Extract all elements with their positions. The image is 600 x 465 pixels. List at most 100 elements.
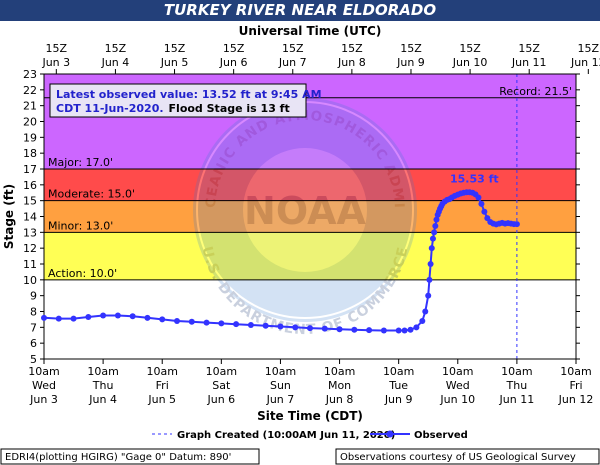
x-tick-label: Jun 3 <box>29 393 58 406</box>
observed-point <box>292 324 299 331</box>
y-tick-label: 18 <box>23 147 37 160</box>
y-tick-label: 8 <box>30 306 37 319</box>
observed-point <box>428 245 435 252</box>
top-tick-label: 15Z <box>223 42 245 55</box>
x-tick-label: Jun 11 <box>499 393 535 406</box>
y-tick-label: 20 <box>23 116 37 129</box>
top-tick-label: 15Z <box>341 42 363 55</box>
x-tick-label: Fri <box>569 379 582 392</box>
x-tick-label: Jun 9 <box>384 393 413 406</box>
observed-point <box>203 319 210 326</box>
observed-point <box>85 314 92 321</box>
latest-observation-text: Latest observed value: 13.52 ft at 9:45 … <box>56 88 322 101</box>
latest-observation-date: CDT 11-Jun-2020. Flood Stage is 13 ft <box>56 102 290 115</box>
x-tick-label: Jun 6 <box>206 393 235 406</box>
flood-label-minor: Minor: 13.0' <box>48 219 113 232</box>
x-tick-label: Sun <box>270 379 291 392</box>
y-tick-label: 17 <box>23 163 37 176</box>
x-tick-label: 10am <box>265 365 296 378</box>
y-tick-label: 15 <box>23 195 37 208</box>
y-tick-label: 19 <box>23 131 37 144</box>
observed-point <box>277 323 284 330</box>
y-tick-label: 21 <box>23 100 37 113</box>
x-axis-title: Site Time (CDT) <box>257 409 363 423</box>
observed-point <box>395 327 402 334</box>
x-tick-label: 10am <box>28 365 59 378</box>
top-tick-label: Jun 7 <box>278 56 307 69</box>
top-tick-label: Jun 12 <box>570 56 600 69</box>
latest-observation-box <box>49 83 307 118</box>
chart-title: TURKEY RIVER NEAR ELDORADO <box>0 0 600 21</box>
axes: 56789101112131415161718192021222310amWed… <box>23 42 600 406</box>
x-tick-label: Wed <box>446 379 470 392</box>
record-label: Record: 21.5' <box>499 85 572 98</box>
y-tick-label: 22 <box>23 84 37 97</box>
flood-label-moderate: Moderate: 15.0' <box>48 188 135 201</box>
observed-point <box>321 325 328 332</box>
observed-point <box>114 312 121 319</box>
y-tick-label: 16 <box>23 179 37 192</box>
x-tick-label: Jun 12 <box>558 393 594 406</box>
observed-legend-marker <box>386 430 394 438</box>
observed-point <box>129 313 136 320</box>
y-tick-label: 9 <box>30 290 37 303</box>
top-tick-label: Jun 8 <box>337 56 366 69</box>
x-tick-label: Jun 5 <box>147 393 176 406</box>
observed-point <box>481 208 488 215</box>
y-tick-label: 10 <box>23 274 37 287</box>
top-tick-label: 15Z <box>518 42 540 55</box>
observed-point <box>425 292 432 299</box>
top-tick-label: Jun 6 <box>219 56 248 69</box>
observed-point <box>513 221 520 228</box>
x-tick-label: Mon <box>328 379 351 392</box>
y-tick-label: 13 <box>23 226 37 239</box>
observed-series: 15.53 ft <box>41 172 520 334</box>
x-tick-label: Jun 7 <box>266 393 295 406</box>
x-tick-label: Wed <box>32 379 56 392</box>
observed-point <box>433 216 440 223</box>
observed-point <box>429 235 436 242</box>
x-tick-label: 10am <box>324 365 355 378</box>
x-tick-label: 10am <box>442 365 473 378</box>
observed-point <box>380 327 387 334</box>
observed-point <box>351 326 358 333</box>
observed-point <box>422 308 429 315</box>
x-tick-label: Jun 10 <box>439 393 475 406</box>
datum-text: EDRI4(plotting HGIRG) "Gage 0" Datum: 89… <box>5 452 231 463</box>
reference-lines: Action: 10.0' Minor: 13.0' Moderate: 15.0'… <box>44 74 576 359</box>
x-tick-label: Jun 8 <box>325 393 354 406</box>
observed-legend-label: Observed <box>414 430 468 441</box>
legend: Graph Created (10:00AM Jun 11, 2020) Obs… <box>152 430 468 441</box>
observed-point <box>41 314 47 321</box>
observed-point <box>407 326 414 333</box>
x-tick-label: 10am <box>206 365 237 378</box>
observed-point <box>478 200 485 207</box>
observed-point <box>413 324 420 331</box>
x-tick-label: Fri <box>156 379 169 392</box>
observed-point <box>475 194 482 201</box>
credit-text: Observations courtesy of US Geological S… <box>340 452 576 463</box>
x-tick-label: 10am <box>501 365 532 378</box>
x-tick-label: 10am <box>383 365 414 378</box>
observed-point <box>366 327 373 334</box>
y-axis-title: Stage (ft) <box>2 184 16 249</box>
observed-point <box>426 276 433 283</box>
observed-point <box>336 326 343 333</box>
peak-label: 15.53 ft <box>450 172 499 185</box>
y-tick-label: 7 <box>30 321 37 334</box>
top-tick-label: 15Z <box>164 42 186 55</box>
top-tick-label: Jun 10 <box>452 56 488 69</box>
top-tick-label: 15Z <box>578 42 600 55</box>
y-tick-label: 12 <box>23 242 37 255</box>
x-tick-label: Thu <box>92 379 114 392</box>
flood-band-action <box>44 232 576 280</box>
credit-box <box>335 448 600 465</box>
observed-point <box>431 229 438 236</box>
x-tick-label: Sat <box>212 379 231 392</box>
x-tick-label: Tue <box>388 379 408 392</box>
top-tick-label: 15Z <box>282 42 304 55</box>
top-tick-label: 15Z <box>459 42 481 55</box>
observed-point <box>70 315 77 322</box>
observed-point <box>401 327 408 334</box>
